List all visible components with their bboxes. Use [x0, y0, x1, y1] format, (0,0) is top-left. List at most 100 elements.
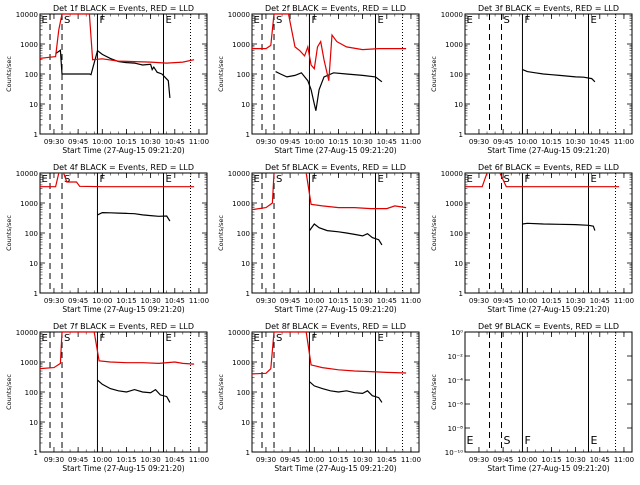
series-line-events — [522, 69, 596, 83]
marker-label: F — [99, 174, 105, 185]
series-line-lld — [252, 14, 407, 81]
x-tick-label: 11:00 — [189, 138, 209, 146]
y-tick-label: 10⁻⁸ — [448, 425, 464, 433]
chart-title: Det 9f BLACK = Events, RED = LLD — [478, 322, 619, 331]
x-tick-label: 09:45 — [68, 297, 88, 305]
x-axis-label: Start Time (27-Aug-15 09:21:20) — [487, 146, 609, 155]
x-tick-label: 10:15 — [328, 138, 348, 146]
x-tick-label: 09:30 — [44, 138, 64, 146]
marker-label: F — [99, 333, 105, 344]
x-tick-label: 10:00 — [92, 456, 112, 464]
marker-label: S — [64, 174, 70, 185]
x-tick-label: 10:15 — [328, 456, 348, 464]
y-tick-label: 1000 — [445, 41, 463, 49]
x-tick-label: 11:00 — [189, 297, 209, 305]
y-tick-label: 10 — [454, 101, 463, 109]
y-tick-label: 1 — [459, 290, 463, 298]
y-axis-label: Counts/sec — [430, 215, 438, 251]
x-axis-label: Start Time (27-Aug-15 09:21:20) — [274, 305, 396, 314]
x-tick-label: 11:00 — [401, 297, 421, 305]
chart-title: Det 1f BLACK = Events, RED = LLD — [53, 4, 194, 13]
x-axis-label: Start Time (27-Aug-15 09:21:20) — [62, 464, 184, 473]
x-tick-label: 11:00 — [401, 138, 421, 146]
y-tick-label: 10 — [454, 260, 463, 268]
x-tick-label: 10:45 — [377, 456, 397, 464]
detector-panel-8: Det 8f BLACK = Events, RED = LLD 1 10 100 10… — [217, 322, 421, 473]
y-tick-label: 100 — [237, 389, 250, 397]
series-line-events — [55, 49, 171, 98]
x-axis-label: Start Time (27-Aug-15 09:21:20) — [274, 464, 396, 473]
marker-label: E — [253, 174, 259, 185]
y-tick-label: 100 — [450, 230, 463, 238]
series-group — [252, 332, 407, 403]
detector-panel-1: Det 1f BLACK = Events, RED = LLD 1 10 100 10… — [5, 4, 209, 155]
series-line-lld — [252, 332, 407, 375]
x-tick-label: 10:45 — [165, 138, 185, 146]
x-axis-label: Start Time (27-Aug-15 09:21:20) — [487, 464, 609, 473]
x-tick-label: 09:45 — [68, 138, 88, 146]
y-tick-label: 1 — [246, 290, 250, 298]
marker-label: E — [41, 15, 47, 26]
x-tick-label: 09:30 — [44, 297, 64, 305]
chart-title: Det 3f BLACK = Events, RED = LLD — [478, 4, 619, 13]
y-tick-label: 100 — [25, 71, 38, 79]
detector-panel-7: Det 7f BLACK = Events, RED = LLD 1 10 100 10… — [5, 322, 209, 473]
x-tick-label: 09:30 — [256, 138, 276, 146]
x-tick-label: 10:00 — [304, 138, 324, 146]
y-tick-label: 10000 — [16, 11, 38, 19]
marker-label: E — [166, 15, 172, 26]
detector-panel-3: Det 3f BLACK = Events, RED = LLD 1 10 100 10… — [430, 4, 634, 155]
y-tick-label: 1 — [459, 131, 463, 139]
marker-label: E — [378, 174, 384, 185]
x-tick-label: 10:30 — [141, 456, 161, 464]
marker-label: S — [504, 15, 510, 26]
y-tick-label: 1000 — [20, 41, 38, 49]
y-tick-label: 100 — [237, 71, 250, 79]
series-group — [252, 14, 407, 111]
marker-label: F — [524, 434, 530, 447]
chart-title: Det 4f BLACK = Events, RED = LLD — [53, 163, 194, 172]
series-line-events — [309, 223, 383, 246]
marker-label: F — [311, 174, 317, 185]
marker-label: S — [504, 434, 511, 447]
y-tick-label: 10 — [241, 419, 250, 427]
x-axis-label: Start Time (27-Aug-15 09:21:20) — [274, 146, 396, 155]
y-tick-label: 1000 — [232, 41, 250, 49]
y-tick-label: 10 — [29, 260, 38, 268]
x-tick-label: 09:45 — [493, 456, 513, 464]
series-line-events — [522, 222, 596, 231]
y-tick-label: 1000 — [20, 359, 38, 367]
y-tick-label: 10⁰ — [451, 329, 463, 337]
detector-panel-2: Det 2f BLACK = Events, RED = LLD 1 10 100 10… — [217, 4, 421, 155]
y-axis-label: Counts/sec — [217, 374, 225, 410]
x-tick-label: 09:45 — [280, 297, 300, 305]
y-tick-label: 1 — [246, 131, 250, 139]
x-tick-label: 11:00 — [614, 297, 634, 305]
marker-label: E — [591, 434, 598, 447]
marker-label: E — [591, 15, 597, 26]
marker-label: E — [253, 15, 259, 26]
x-tick-label: 10:15 — [116, 297, 136, 305]
x-tick-label: 10:00 — [517, 138, 537, 146]
series-line-events — [309, 381, 383, 403]
x-tick-label: 11:00 — [614, 456, 634, 464]
marker-label: S — [276, 174, 282, 185]
marker-label: E — [466, 15, 472, 26]
y-tick-label: 100 — [237, 230, 250, 238]
marker-label: E — [253, 333, 259, 344]
series-group — [522, 69, 596, 83]
x-tick-label: 10:45 — [377, 297, 397, 305]
y-tick-label: 1 — [246, 449, 250, 457]
series-group — [40, 173, 195, 222]
x-tick-label: 10:15 — [116, 456, 136, 464]
marker-label: S — [276, 333, 282, 344]
chart-title: Det 2f BLACK = Events, RED = LLD — [265, 4, 406, 13]
y-tick-label: 100 — [25, 230, 38, 238]
series-line-lld — [40, 332, 195, 370]
y-tick-label: 10 — [241, 101, 250, 109]
x-tick-label: 09:45 — [280, 138, 300, 146]
series-line-events — [97, 379, 171, 403]
y-tick-label: 100 — [25, 389, 38, 397]
detector-panel-6: Det 6f BLACK = Events, RED = LLD 1 10 100 10… — [430, 163, 634, 314]
